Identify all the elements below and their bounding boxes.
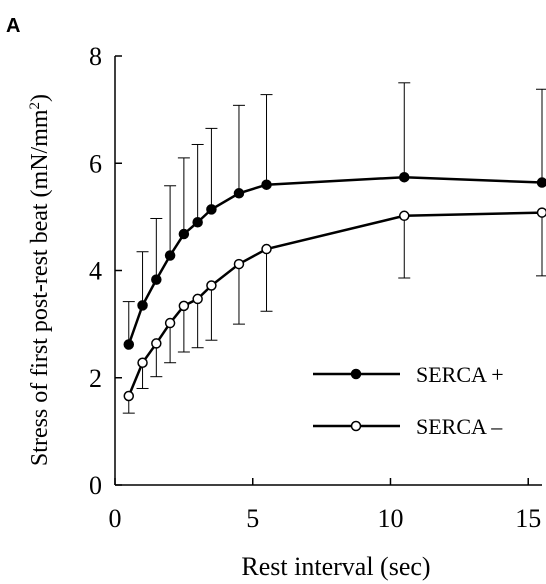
data-point bbox=[261, 243, 272, 255]
legend-item: SERCA – bbox=[313, 414, 503, 439]
data-point bbox=[164, 317, 176, 329]
y-axis-label: Stress of first post-rest beat (mN/mm2) bbox=[27, 94, 53, 466]
legend-marker bbox=[350, 420, 362, 432]
data-point bbox=[178, 300, 190, 312]
data-point bbox=[261, 179, 272, 190]
legend: SERCA + SERCA – bbox=[313, 362, 504, 439]
data-point bbox=[206, 204, 217, 215]
x-tick-label: 5 bbox=[246, 504, 259, 533]
data-point bbox=[399, 171, 410, 183]
legend-item: SERCA + bbox=[313, 362, 504, 387]
y-tick-label: 0 bbox=[89, 471, 102, 500]
y-axis-label-close: ) bbox=[27, 94, 53, 102]
data-point bbox=[536, 207, 546, 218]
series-line bbox=[127, 175, 543, 345]
data-point bbox=[399, 210, 410, 222]
data-point bbox=[151, 274, 162, 285]
y-tick-label: 8 bbox=[89, 42, 102, 71]
x-axis-label: Rest interval (sec) bbox=[241, 552, 430, 581]
data-point bbox=[164, 250, 176, 261]
legend-label: SERCA + bbox=[416, 362, 504, 387]
data-point bbox=[206, 280, 217, 291]
data-point bbox=[151, 338, 162, 349]
data-point bbox=[137, 300, 148, 311]
data-point bbox=[123, 339, 135, 350]
series-layer bbox=[122, 82, 546, 414]
series-serca-minus bbox=[122, 207, 546, 414]
data-point bbox=[192, 216, 203, 228]
y-tick-label: 2 bbox=[89, 364, 102, 393]
x-tick-label: 10 bbox=[377, 504, 403, 533]
legend-marker bbox=[350, 368, 362, 380]
data-point bbox=[137, 357, 148, 368]
series-serca-plus bbox=[122, 82, 546, 350]
data-point bbox=[233, 258, 245, 270]
y-axis-label-main: Stress of first post-rest beat (mN/mm bbox=[27, 109, 53, 466]
y-axis-label-superscript: 2 bbox=[27, 102, 43, 110]
y-tick-label: 4 bbox=[89, 257, 102, 286]
data-point bbox=[536, 177, 546, 188]
data-point bbox=[123, 390, 135, 402]
ticks: 0 5 10 15 0 2 4 6 8 bbox=[89, 42, 541, 533]
data-point bbox=[233, 188, 245, 199]
x-tick-label: 15 bbox=[515, 504, 541, 533]
panel-label: A bbox=[6, 15, 20, 37]
x-tick-label: 0 bbox=[109, 504, 122, 533]
y-tick-label: 6 bbox=[89, 149, 102, 178]
data-point bbox=[192, 293, 203, 305]
legend-label: SERCA – bbox=[416, 414, 503, 439]
data-point bbox=[178, 228, 190, 240]
